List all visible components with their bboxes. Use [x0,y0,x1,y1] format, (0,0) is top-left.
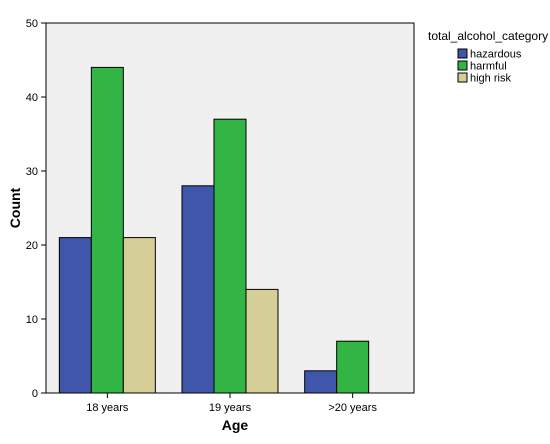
x-tick-label: >20 years [328,402,377,414]
bar-harmful-2 [336,340,370,394]
y-tick-label: 10 [26,314,38,326]
y-tick-label: 40 [26,92,38,104]
legend-label-hazardous: hazardous [470,49,522,61]
y-axis-ticks: 0 10 20 30 40 50 [26,18,46,400]
x-axis-ticks: 18 years 19 years >20 years [86,393,377,414]
bar-harmful-1 [213,118,247,394]
legend-swatch-high-risk [457,72,468,83]
bar-hazardous-2 [304,370,338,394]
bar-high-risk-1 [245,288,279,394]
bar-hazardous-1 [181,185,215,394]
legend-swatch-harmful [457,60,468,71]
x-axis-title: Age [222,417,249,433]
x-tick-label: 19 years [209,402,252,414]
bars-group [58,66,370,394]
legend-title: total_alcohol_category [428,29,548,43]
y-axis-title: Count [7,187,23,228]
legend-swatch-hazardous [457,48,468,59]
legend-label-harmful: harmful [470,61,507,73]
y-tick-label: 30 [26,166,38,178]
y-tick-label: 20 [26,240,38,252]
legend: total_alcohol_category hazardousharmfulh… [428,29,548,85]
bar-harmful-0 [90,66,124,394]
bar-high-risk-0 [122,237,156,394]
y-tick-label: 0 [32,388,38,400]
legend-label-high-risk: high risk [470,73,511,85]
y-tick-label: 50 [26,18,38,30]
bar-hazardous-0 [58,237,92,394]
x-tick-label: 18 years [86,402,129,414]
